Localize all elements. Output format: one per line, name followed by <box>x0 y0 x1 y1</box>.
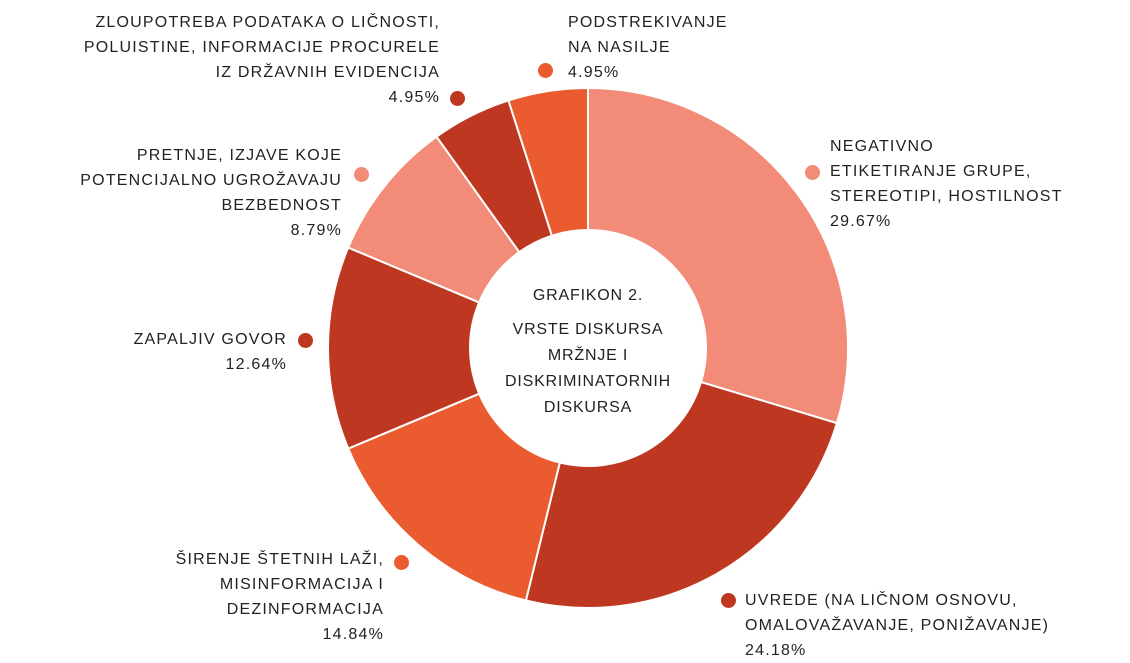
label-dot <box>298 333 313 348</box>
slice-value: 8.79% <box>290 222 342 239</box>
slice-label: UVREDE (NA LIČNOM OSNOVU, OMALOVAŽAVANJE… <box>745 588 1049 663</box>
slice-value: 12.64% <box>225 356 287 373</box>
chart-subtitle: VRSTE DISKURSA MRŽNJE I DISKRIMINATORNIH… <box>505 321 671 416</box>
chart-title: GRAFIKON 2. <box>532 287 644 304</box>
label-dot <box>394 555 409 570</box>
slice-name: PODSTREKIVANJE NA NASILJE <box>568 14 728 56</box>
label-dot <box>450 91 465 106</box>
slice-value: 24.18% <box>745 642 807 659</box>
donut-slice <box>587 86 849 425</box>
slice-name: ŠIRENJE ŠTETNIH LAŽI, MISINFORMACIJA I D… <box>175 551 384 618</box>
slice-value: 4.95% <box>568 64 620 81</box>
donut-slice <box>327 246 481 450</box>
slice-name: UVREDE (NA LIČNOM OSNOVU, OMALOVAŽAVANJE… <box>745 592 1050 634</box>
slice-label: PRETNJE, IZJAVE KOJE POTENCIJALNO UGROŽA… <box>80 143 342 243</box>
slice-label: PODSTREKIVANJE NA NASILJE 4.95% <box>568 10 728 85</box>
slice-value: 29.67% <box>830 213 892 230</box>
donut-slice <box>507 86 589 237</box>
slice-label: ZAPALJIV GOVOR 12.64% <box>134 327 287 377</box>
donut-slice <box>524 380 839 609</box>
slice-label: NEGATIVNO ETIKETIRANJE GRUPE, STEREOTIPI… <box>830 134 1063 234</box>
slice-value: 4.95% <box>388 89 440 106</box>
slice-value: 14.84% <box>322 626 384 643</box>
label-dot <box>354 167 369 182</box>
label-dot <box>538 63 553 78</box>
donut-slice <box>346 392 562 602</box>
slice-name: ZLOUPOTREBA PODATAKA O LIČNOSTI, POLUIST… <box>83 14 440 81</box>
slice-label: ZLOUPOTREBA PODATAKA O LIČNOSTI, POLUIST… <box>84 10 440 110</box>
label-dot <box>805 165 820 180</box>
slice-name: NEGATIVNO ETIKETIRANJE GRUPE, STEREOTIPI… <box>830 138 1063 205</box>
slice-label: ŠIRENJE ŠTETNIH LAŽI, MISINFORMACIJA I D… <box>176 547 384 647</box>
slice-name: ZAPALJIV GOVOR <box>133 331 287 348</box>
slice-name: PRETNJE, IZJAVE KOJE POTENCIJALNO UGROŽA… <box>80 147 342 214</box>
label-dot <box>721 593 736 608</box>
